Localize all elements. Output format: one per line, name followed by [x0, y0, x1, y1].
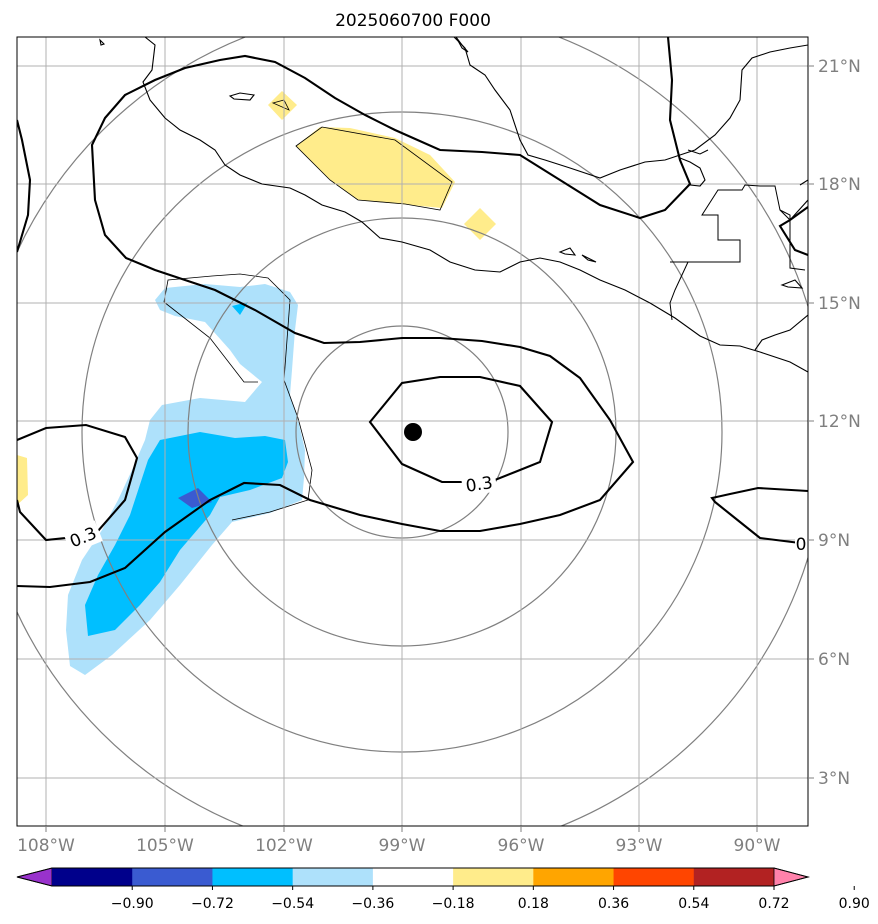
lat-label-15n: 15°N	[818, 294, 861, 314]
colorbar-segment	[533, 868, 615, 886]
lon-label-108w: 108°W	[17, 836, 75, 856]
lat-label-9n: 9°N	[818, 531, 850, 551]
colorbar-tick-label: 0.36	[598, 896, 629, 912]
colorbar-segment	[453, 868, 534, 886]
thick-contours	[17, 37, 808, 589]
colorbar-tick-label: −0.72	[191, 896, 234, 912]
lon-label-105w: 105°W	[136, 836, 194, 856]
lat-label-6n: 6°N	[818, 650, 850, 670]
colorbar: −0.90 −0.72 −0.54 −0.36 −0.18 0.18 0.36 0.54 0.7…	[16, 867, 870, 912]
positive-spot-2	[464, 208, 496, 240]
colorbar-segment	[212, 868, 294, 886]
lat-label-3n: 3°N	[818, 769, 850, 789]
lon-label-99w: 99°W	[379, 836, 426, 856]
colorbar-tick-label: 0.72	[758, 896, 789, 912]
colorbar-tick-label: −0.90	[111, 896, 154, 912]
lat-label-21n: 21°N	[818, 57, 861, 77]
contour-inner	[368, 375, 554, 484]
lon-labels: 108°W 105°W 102°W 99°W 96°W 93°W 90°W	[17, 836, 781, 856]
positive-spot-3	[17, 455, 28, 505]
lat-label-18n: 18°N	[818, 175, 861, 195]
colorbar-tick-label: −0.18	[432, 896, 475, 912]
colorbar-segment	[132, 868, 213, 886]
colorbar-segment	[292, 868, 374, 886]
colorbar-tick-label: 0.90	[839, 896, 870, 912]
chart-title: 2025060700 F000	[335, 11, 491, 31]
lon-label-90w: 90°W	[734, 836, 781, 856]
negative-medium-region	[85, 432, 288, 636]
country-borders	[669, 149, 806, 321]
colorbar-segment	[693, 868, 775, 886]
positive-region-main	[296, 127, 455, 208]
contour-outer	[17, 37, 692, 589]
lon-label-96w: 96°W	[498, 836, 545, 856]
thin-contours	[163, 99, 453, 521]
colorbar-tick-label: −0.36	[351, 896, 394, 912]
colorbar-tick-label: −0.54	[271, 896, 314, 912]
contour-east	[710, 486, 808, 546]
positive-spot-1	[268, 91, 297, 120]
colorbar-tick-label: 0.54	[678, 896, 709, 912]
colorbar-extend-high	[773, 867, 810, 887]
colorbar-tick-label: 0.18	[518, 896, 549, 912]
filled-anomaly-fields	[17, 91, 496, 675]
contour-west	[17, 423, 139, 542]
lat-labels: 21°N 18°N 15°N 12°N 9°N 6°N 3°N	[818, 57, 861, 789]
contour-label-east: 0	[796, 535, 807, 555]
colorbar-outline	[16, 867, 810, 887]
contour-ne	[778, 206, 808, 256]
colorbar-segment	[52, 868, 133, 886]
colorbar-segment	[372, 868, 454, 886]
lat-label-12n: 12°N	[818, 412, 861, 432]
map-frame	[16, 36, 809, 827]
lon-label-102w: 102°W	[255, 836, 313, 856]
contour-west-edge	[17, 119, 32, 253]
contour-label-inner: 0.3	[464, 473, 494, 497]
coastlines	[99, 37, 808, 373]
negative-strong-spot	[178, 488, 212, 508]
lat-ticks	[808, 65, 814, 779]
gridlines	[17, 37, 808, 826]
colorbar-segment	[613, 868, 695, 886]
map-area: 0.3 0.3 0	[17, 37, 808, 826]
lon-label-93w: 93°W	[616, 836, 663, 856]
lon-ticks	[45, 826, 758, 832]
storm-center-marker	[404, 423, 422, 441]
colorbar-extend-low	[16, 867, 53, 887]
